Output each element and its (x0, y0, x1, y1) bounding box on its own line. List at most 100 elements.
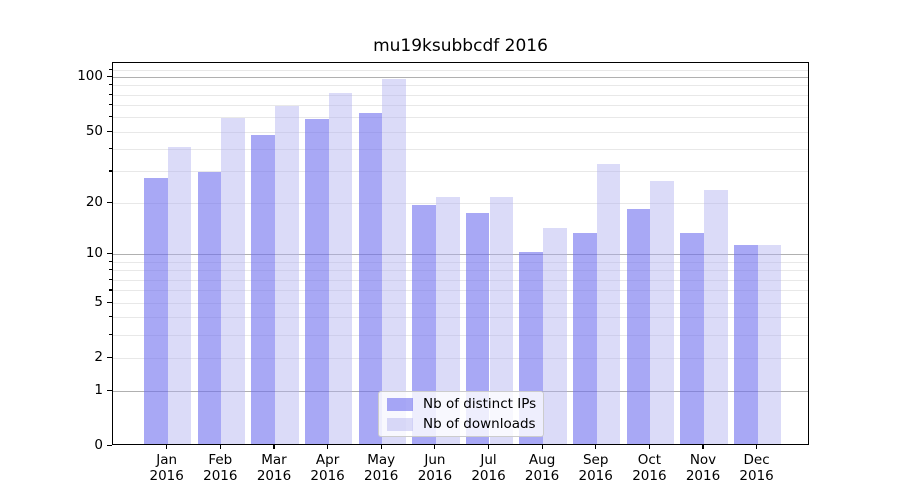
y-gridline-minor (113, 149, 808, 151)
y-minor-tick-mark (109, 68, 112, 70)
y-tick-label: 5 (94, 293, 103, 310)
y-tick-label: 0 (94, 437, 103, 453)
y-gridline-minor (113, 335, 808, 337)
bar-distinct-ips (251, 134, 275, 444)
x-tick-label: Oct 2016 (621, 452, 677, 484)
bar-distinct-ips (733, 245, 758, 444)
x-tick-mark (380, 445, 382, 449)
x-tick-year: 2016 (417, 468, 453, 484)
y-gridline-minor (113, 171, 808, 173)
bar-distinct-ips (358, 112, 383, 444)
bar-distinct-ips (197, 172, 222, 444)
y-tick-label: 2 (94, 349, 103, 366)
bar-downloads (704, 189, 728, 444)
y-gridline-minor (113, 302, 808, 304)
plot-area (112, 62, 809, 445)
x-tick-label: Feb 2016 (192, 452, 248, 484)
y-minor-tick-mark (109, 357, 112, 359)
y-minor-tick-mark (109, 116, 112, 118)
x-tick-month: Jul (480, 452, 497, 468)
bar-downloads (543, 227, 567, 444)
y-gridline-minor (113, 69, 808, 71)
x-tick-mark (434, 445, 436, 449)
y-minor-tick-mark (109, 148, 112, 150)
y-minor-tick-mark (109, 301, 112, 303)
x-tick-year: 2016 (471, 468, 506, 484)
x-tick-month: May (367, 452, 396, 468)
bar-downloads (435, 196, 460, 444)
legend: Nb of distinct IPs Nb of downloads (378, 391, 544, 437)
y-tick-mark (107, 445, 112, 447)
x-tick-month: Jun (424, 452, 446, 468)
bar-downloads (489, 196, 514, 444)
x-tick-year: 2016 (632, 468, 667, 484)
x-tick-year: 2016 (524, 468, 560, 484)
x-tick-month: Mar (261, 452, 287, 468)
y-gridline-minor (113, 270, 808, 272)
x-tick-year: 2016 (364, 468, 399, 484)
y-tick-label: 50 (85, 122, 103, 139)
x-tick-mark (487, 445, 490, 449)
x-tick-month: Apr (315, 452, 340, 468)
y-minor-tick-mark (109, 316, 112, 318)
y-tick-label: 1 (94, 381, 103, 398)
x-tick-mark (595, 445, 597, 449)
x-tick-label: Nov 2016 (675, 452, 731, 484)
x-tick-year: 2016 (149, 468, 184, 484)
x-tick-month: Oct (637, 452, 662, 468)
x-tick-month: Nov (689, 452, 717, 468)
bar-downloads (757, 245, 782, 444)
x-tick-month: Sep (582, 452, 609, 468)
y-minor-tick-mark (109, 104, 112, 106)
y-gridline-major (113, 77, 808, 78)
x-tick-mark (273, 445, 275, 449)
y-minor-tick-mark (109, 170, 112, 172)
y-tick-mark (107, 389, 112, 391)
x-tick-label: Mar 2016 (246, 452, 302, 484)
legend-label-distinct-ips: Nb of distinct IPs (423, 396, 537, 412)
legend-swatch-distinct-ips (387, 397, 413, 411)
y-gridline-minor (113, 358, 808, 360)
bar-downloads (328, 92, 353, 444)
y-minor-tick-mark (109, 130, 112, 132)
bar-downloads (167, 147, 192, 444)
x-tick-mark (166, 445, 168, 449)
bar-distinct-ips (465, 212, 490, 444)
y-minor-tick-mark (109, 269, 112, 271)
x-tick-mark (541, 445, 543, 449)
x-tick-month: Aug (528, 452, 556, 468)
y-tick-mark (107, 253, 112, 255)
bar-distinct-ips (626, 208, 651, 444)
legend-item-downloads: Nb of downloads (387, 416, 536, 432)
x-tick-mark (648, 445, 650, 449)
x-tick-month: Jan (156, 452, 178, 468)
y-gridline-minor (113, 94, 808, 96)
y-gridline-minor (113, 290, 808, 292)
x-tick-mark (756, 445, 758, 449)
y-tick-mark (107, 76, 112, 78)
bar-downloads (596, 164, 621, 444)
y-gridline-major (113, 254, 808, 256)
x-tick-month: Feb (208, 452, 233, 468)
x-tick-mark (327, 445, 329, 449)
y-gridline-minor (113, 105, 808, 107)
y-gridline-minor (113, 317, 808, 319)
y-minor-tick-mark (109, 201, 112, 203)
x-tick-label: Jun 2016 (407, 452, 463, 484)
y-minor-tick-mark (109, 334, 112, 336)
x-tick-label: Sep 2016 (568, 452, 624, 484)
x-tick-label: Dec 2016 (729, 452, 785, 484)
y-gridline-minor (113, 131, 808, 133)
bar-distinct-ips (144, 177, 168, 444)
x-tick-label: Jan 2016 (139, 452, 195, 484)
x-tick-mark (702, 445, 704, 449)
x-tick-month: Dec (743, 452, 770, 468)
bar-distinct-ips (573, 233, 597, 444)
y-gridline-minor (113, 202, 808, 204)
bar-distinct-ips (412, 204, 436, 444)
bar-distinct-ips (304, 119, 329, 444)
y-minor-tick-mark (109, 289, 112, 291)
y-tick-label: 20 (85, 193, 103, 210)
bar-downloads (275, 105, 299, 444)
x-tick-year: 2016 (685, 468, 721, 484)
